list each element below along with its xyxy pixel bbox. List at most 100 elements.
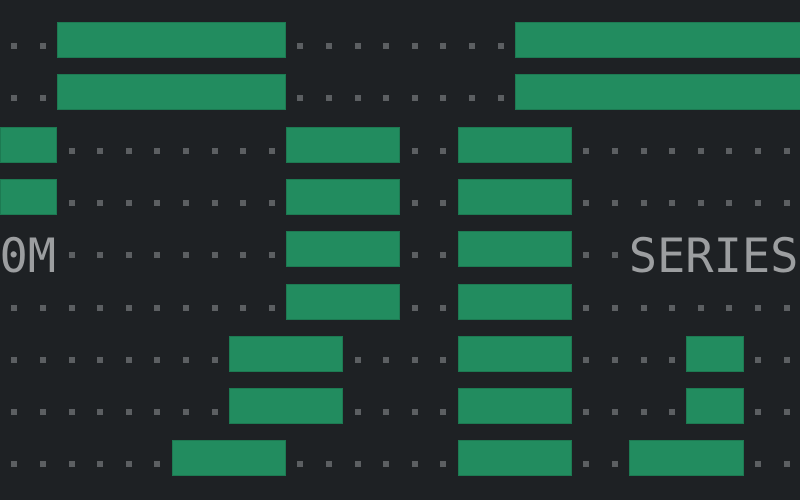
grid-dot [640,147,647,154]
grid-dot [411,356,418,363]
grid-dot [240,147,247,154]
grid-dot [154,409,161,416]
grid-dot [268,199,275,206]
grid-dot [125,304,132,311]
green-bar [286,283,401,320]
grid-dot [669,409,676,416]
grid-dot [754,409,761,416]
grid-dot [640,409,647,416]
grid-dot [383,43,390,49]
grid-dot [697,304,704,311]
grid-dot [354,356,361,363]
grid-dot [354,43,361,49]
grid-dot [68,461,75,468]
grid-dot [297,43,304,49]
grid-dot [154,199,161,206]
grid-dot [669,199,676,206]
green-bar [0,178,58,215]
grid-dot [325,95,332,102]
grid-dot [211,304,218,311]
grid-dot [726,147,733,154]
grid-dot [783,199,790,206]
grid-dot [182,356,189,363]
grid-dot [669,304,676,311]
grid-dot [68,409,75,416]
green-bar [514,74,800,111]
grid-dot [583,199,590,206]
grid-dot [39,43,46,49]
grid-dot [354,461,361,468]
grid-dot [754,304,761,311]
grid-dot [154,147,161,154]
grid-dot [411,409,418,416]
grid-dot [268,147,275,154]
grid-dot [411,199,418,206]
grid-dot [154,461,161,468]
grid-dot [640,304,647,311]
grid-dot [325,43,332,49]
grid-dot [497,95,504,102]
grid-dot [669,147,676,154]
grid-dot [125,252,132,259]
grid-dot [39,95,46,102]
grid-dot [754,356,761,363]
green-bar [686,388,744,425]
grid-dot [182,199,189,206]
grid-dot [211,199,218,206]
green-bar [0,126,58,163]
grid-dot [11,461,18,468]
grid-dot [783,409,790,416]
green-bar [457,440,572,477]
grid-dot [39,356,46,363]
green-bar [286,178,401,215]
grid-dot [411,304,418,311]
grid-dot [440,252,447,259]
grid-dot [640,356,647,363]
grid-label: SERIES [628,229,799,285]
grid-dot [411,95,418,102]
grid-dot [583,461,590,468]
grid-dot [383,356,390,363]
grid-dot [11,304,18,311]
green-bar [286,231,401,268]
grid-dot [697,147,704,154]
grid-dot [125,461,132,468]
grid-dot [411,43,418,49]
grid-dot [125,356,132,363]
grid-dot [68,199,75,206]
grid-dot [783,356,790,363]
grid-dot [611,304,618,311]
grid-dot [154,304,161,311]
grid-dot [440,304,447,311]
grid-dot [97,461,104,468]
grid-dot [726,199,733,206]
green-bar [57,74,286,111]
grid-dot [182,304,189,311]
grid-dot [240,199,247,206]
grid-dot [297,461,304,468]
grid-dot [39,409,46,416]
grid-dot [11,43,18,49]
grid-dot [125,409,132,416]
grid-dot [611,199,618,206]
grid-dot [383,95,390,102]
grid-dot [611,461,618,468]
grid-dot [68,252,75,259]
grid-dot [611,252,618,259]
green-bar [457,126,572,163]
grid-dot [583,147,590,154]
green-bar [514,22,800,58]
grid-dot [468,43,475,49]
grid-dot [440,147,447,154]
green-bar [457,388,572,425]
grid-dot [97,199,104,206]
grid-dot [154,252,161,259]
grid-dot [11,356,18,363]
grid-dot [211,356,218,363]
grid-dot [583,304,590,311]
grid-dot [268,252,275,259]
grid-dot [440,95,447,102]
grid-dot [754,199,761,206]
green-bar [457,335,572,372]
